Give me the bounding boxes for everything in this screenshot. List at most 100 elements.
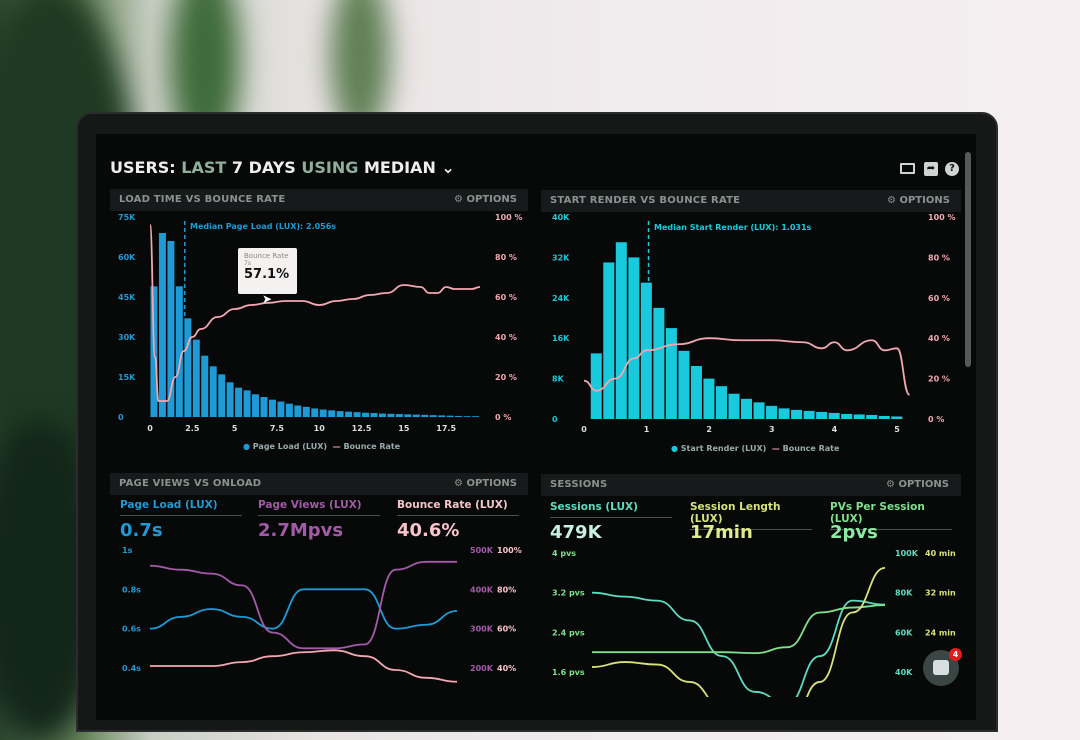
histogram-bar[interactable]	[715, 386, 727, 419]
histogram-bar[interactable]	[362, 412, 369, 417]
histogram-bar[interactable]	[252, 394, 259, 417]
y-right-tick-label: 40 %	[495, 333, 517, 342]
scrollbar[interactable]	[965, 152, 971, 367]
histogram-bar[interactable]	[463, 416, 471, 417]
histogram-bar[interactable]	[678, 350, 690, 419]
y-right-tick-label: 200K	[470, 664, 494, 673]
legend-item[interactable]: Bounce Rate	[782, 444, 840, 453]
series-line[interactable]	[591, 566, 886, 720]
histogram-bar[interactable]	[446, 415, 454, 417]
kpi-value: 2pvs	[830, 522, 878, 543]
histogram-bar[interactable]	[285, 403, 293, 417]
histogram-bar[interactable]	[766, 405, 778, 419]
histogram-bar[interactable]	[209, 366, 217, 417]
histogram-bar[interactable]	[472, 416, 479, 417]
histogram-bar[interactable]	[260, 397, 268, 417]
monitor-icon[interactable]	[900, 163, 915, 174]
histogram-bar[interactable]	[277, 401, 285, 417]
series-line[interactable]	[149, 588, 458, 630]
histogram-bar[interactable]	[703, 378, 715, 419]
histogram-bar[interactable]	[438, 415, 446, 417]
panel-title: LOAD TIME VS BOUNCE RATE	[119, 194, 286, 205]
y-right-tick-label: 60%	[497, 625, 516, 634]
y-tick-label: 2.4 pvs	[552, 628, 585, 637]
histogram-bar[interactable]	[226, 382, 234, 417]
title-median: MEDIAN	[363, 158, 436, 177]
histogram-bar[interactable]	[816, 411, 828, 419]
histogram-bar[interactable]	[243, 390, 251, 417]
histogram-bar[interactable]	[319, 409, 327, 417]
histogram-bar[interactable]	[268, 399, 276, 417]
series-line[interactable]	[150, 649, 458, 683]
y-right-tick-label: 24 min	[925, 628, 956, 637]
histogram-bar[interactable]	[753, 402, 765, 419]
histogram-bar[interactable]	[235, 387, 243, 417]
histogram-bar[interactable]	[741, 398, 753, 419]
histogram-bar[interactable]	[412, 414, 420, 417]
histogram-bar[interactable]	[891, 416, 903, 419]
series-line[interactable]	[149, 560, 457, 650]
x-tick-label: 7.5	[270, 424, 285, 433]
histogram-bar[interactable]	[455, 415, 463, 417]
histogram-bar[interactable]	[387, 413, 395, 417]
histogram-bar[interactable]	[429, 415, 437, 417]
histogram-bar[interactable]	[158, 233, 166, 417]
histogram-bar[interactable]	[201, 355, 209, 417]
y-tick-label: 1.6 pvs	[552, 668, 585, 677]
histogram-bar[interactable]	[828, 412, 840, 419]
histogram-bar[interactable]	[853, 414, 865, 419]
legend-item[interactable]: Page Load (LUX)	[252, 442, 328, 451]
histogram-bar[interactable]	[791, 409, 803, 419]
histogram-bar[interactable]	[866, 414, 878, 419]
histogram-bar[interactable]	[395, 414, 403, 417]
bounce-rate-line[interactable]	[149, 224, 481, 402]
histogram-bar[interactable]	[192, 339, 200, 417]
series-line[interactable]	[591, 591, 886, 704]
legend-item[interactable]: Start Render (LUX)	[680, 444, 767, 453]
dashboard-title[interactable]: USERS: LAST 7 DAYS USING MEDIAN ⌄	[110, 158, 455, 177]
histogram-bar[interactable]	[328, 410, 336, 417]
options-button[interactable]: ⚙ OPTIONS	[454, 478, 517, 489]
options-button[interactable]: ⚙ OPTIONS	[887, 195, 950, 206]
histogram-bar[interactable]	[218, 374, 226, 417]
histogram-bar[interactable]	[603, 262, 615, 419]
histogram-bar[interactable]	[370, 413, 378, 417]
histogram-bar[interactable]	[878, 415, 890, 419]
histogram-bar[interactable]	[311, 408, 319, 417]
dashboard-screen	[96, 134, 976, 720]
options-button[interactable]: ⚙ OPTIONS	[886, 479, 949, 490]
histogram-bar[interactable]	[728, 393, 740, 419]
histogram-bar[interactable]	[778, 408, 790, 419]
histogram-bar[interactable]	[404, 414, 412, 417]
y-tick-label: 60K	[118, 253, 136, 262]
share-icon[interactable]: ➦	[924, 162, 938, 176]
chat-button[interactable]: 4	[923, 648, 962, 686]
histogram-bar[interactable]	[421, 414, 429, 417]
histogram-bar[interactable]	[628, 257, 640, 419]
series-line[interactable]	[592, 604, 886, 655]
histogram-bar[interactable]	[690, 365, 702, 419]
histogram-bar[interactable]	[653, 307, 665, 419]
help-icon[interactable]: ?	[945, 162, 959, 176]
panel-title: PAGE VIEWS VS ONLOAD	[119, 478, 262, 489]
legend-item[interactable]: Bounce Rate	[343, 442, 401, 451]
histogram-bar[interactable]	[345, 411, 353, 417]
histogram-bar[interactable]	[353, 412, 361, 417]
histogram-bar[interactable]	[378, 413, 386, 417]
histogram-bar[interactable]	[841, 413, 853, 419]
histogram-bar[interactable]	[803, 410, 815, 419]
histogram-bar[interactable]	[615, 242, 627, 419]
histogram-bar[interactable]	[167, 241, 175, 417]
histogram-bar[interactable]	[665, 328, 677, 419]
histogram-bar[interactable]	[336, 411, 344, 417]
options-button[interactable]: ⚙ OPTIONS	[454, 194, 517, 205]
histogram-bar[interactable]	[184, 318, 192, 417]
histogram-bar[interactable]	[175, 286, 183, 417]
histogram-bar[interactable]	[302, 406, 310, 417]
histogram-bar[interactable]	[294, 405, 302, 417]
bounce-rate-line[interactable]	[583, 337, 911, 396]
kpi-label: Sessions (LUX)	[550, 501, 672, 518]
histogram-bar[interactable]	[590, 353, 602, 419]
x-tick-label: 4	[832, 425, 838, 434]
